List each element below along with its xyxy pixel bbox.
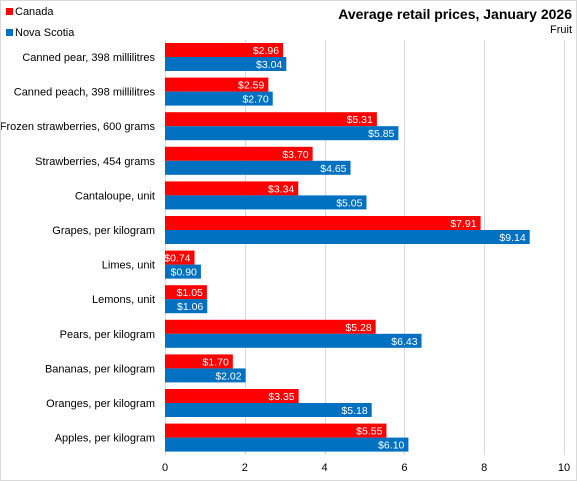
- data-label-canada: $5.28: [345, 322, 371, 334]
- category-label: Oranges, per kilogram: [46, 398, 155, 410]
- category-label: Apples, per kilogram: [55, 433, 155, 445]
- category-label: Bananas, per kilogram: [45, 363, 155, 375]
- legend: Canada Nova Scotia: [6, 6, 75, 39]
- data-label-canada: $2.59: [238, 80, 264, 92]
- bar-nova-scotia: [165, 160, 351, 175]
- x-tick-label: 0: [162, 462, 168, 474]
- bar-nova-scotia: [165, 437, 409, 452]
- bar-nova-scotia: [165, 264, 201, 279]
- bars-group: $2.96 $3.04 $2.59 $2.70 $5.31 $5.85 $3.70 $4.65…: [164, 43, 530, 452]
- x-axis-ticks: 0 2 4 6 8 10: [162, 462, 570, 474]
- data-label-canada: $3.35: [268, 391, 294, 403]
- category-label: Grapes, per kilogram: [52, 225, 155, 237]
- category-label: Frozen strawberries, 600 grams: [1, 121, 155, 133]
- data-label-nova-scotia: $0.90: [171, 267, 197, 279]
- legend-swatch-canada: [6, 8, 13, 15]
- bar-nova-scotia: [165, 91, 273, 106]
- category-label: Limes, unit: [102, 260, 155, 272]
- bar-nova-scotia: [165, 368, 246, 383]
- chart-title: Average retail prices, January 2026: [338, 6, 572, 22]
- data-label-nova-scotia: $4.65: [320, 163, 346, 175]
- legend-label-canada: Canada: [15, 6, 54, 18]
- data-label-canada: $1.70: [203, 356, 229, 368]
- category-labels: Canned pear, 398 millilitres Canned peach…: [1, 52, 155, 445]
- data-label-canada: $1.05: [177, 287, 203, 299]
- data-label-canada: $3.34: [268, 183, 294, 195]
- x-tick-label: 10: [558, 462, 570, 474]
- data-label-nova-scotia: $5.05: [336, 197, 362, 209]
- data-label-nova-scotia: $1.06: [177, 301, 203, 313]
- data-label-nova-scotia: $5.85: [368, 128, 394, 140]
- data-label-canada: $0.74: [164, 253, 190, 265]
- gridlines: [165, 40, 565, 455]
- data-label-canada: $3.70: [282, 149, 308, 161]
- bar-nova-scotia: [165, 126, 399, 141]
- bar-canada: [165, 354, 233, 369]
- bar-canada: [165, 250, 195, 265]
- data-label-nova-scotia: $9.14: [499, 232, 525, 244]
- bar-nova-scotia: [165, 57, 287, 71]
- category-label: Canned pear, 398 millilitres: [22, 52, 155, 64]
- data-label-nova-scotia: $6.10: [378, 440, 404, 452]
- x-tick-label: 2: [242, 462, 248, 474]
- bar-canada: [165, 423, 387, 438]
- data-label-nova-scotia: $2.02: [215, 370, 241, 382]
- data-label-canada: $2.96: [253, 45, 279, 57]
- bar-nova-scotia: [165, 403, 372, 417]
- legend-swatch-nova-scotia: [6, 29, 13, 36]
- category-label: Pears, per kilogram: [60, 329, 155, 341]
- category-label: Cantaloupe, unit: [75, 190, 155, 202]
- data-label-nova-scotia: $6.43: [391, 336, 417, 348]
- category-label: Strawberries, 454 grams: [35, 156, 155, 168]
- bar-canada: [165, 43, 284, 57]
- category-label: Lemons, unit: [92, 294, 155, 306]
- category-label: Canned peach, 398 millilitres: [14, 87, 156, 99]
- data-label-nova-scotia: $5.18: [341, 405, 367, 417]
- bar-canada: [165, 389, 299, 403]
- data-label-nova-scotia: $3.04: [256, 59, 282, 71]
- bar-canada: [165, 146, 313, 161]
- bar-canada: [165, 77, 269, 92]
- x-tick-label: 4: [322, 462, 328, 474]
- bar-canada: [165, 181, 299, 196]
- bar-nova-scotia: [165, 230, 530, 244]
- data-label-canada: $5.31: [347, 114, 373, 126]
- data-label-canada: $7.91: [450, 218, 476, 230]
- bar-nova-scotia: [165, 195, 367, 210]
- data-label-canada: $5.55: [356, 426, 382, 438]
- legend-label-nova-scotia: Nova Scotia: [15, 27, 75, 39]
- bar-canada: [165, 216, 481, 230]
- bar-nova-scotia: [165, 299, 208, 314]
- x-tick-label: 6: [401, 462, 407, 474]
- bar-canada: [165, 319, 376, 334]
- data-label-nova-scotia: $2.70: [242, 94, 268, 106]
- x-tick-label: 8: [481, 462, 487, 474]
- bar-canada: [165, 112, 377, 127]
- chart-subtitle: Fruit: [550, 24, 572, 36]
- bar-nova-scotia: [165, 333, 422, 348]
- bar-canada: [165, 285, 207, 300]
